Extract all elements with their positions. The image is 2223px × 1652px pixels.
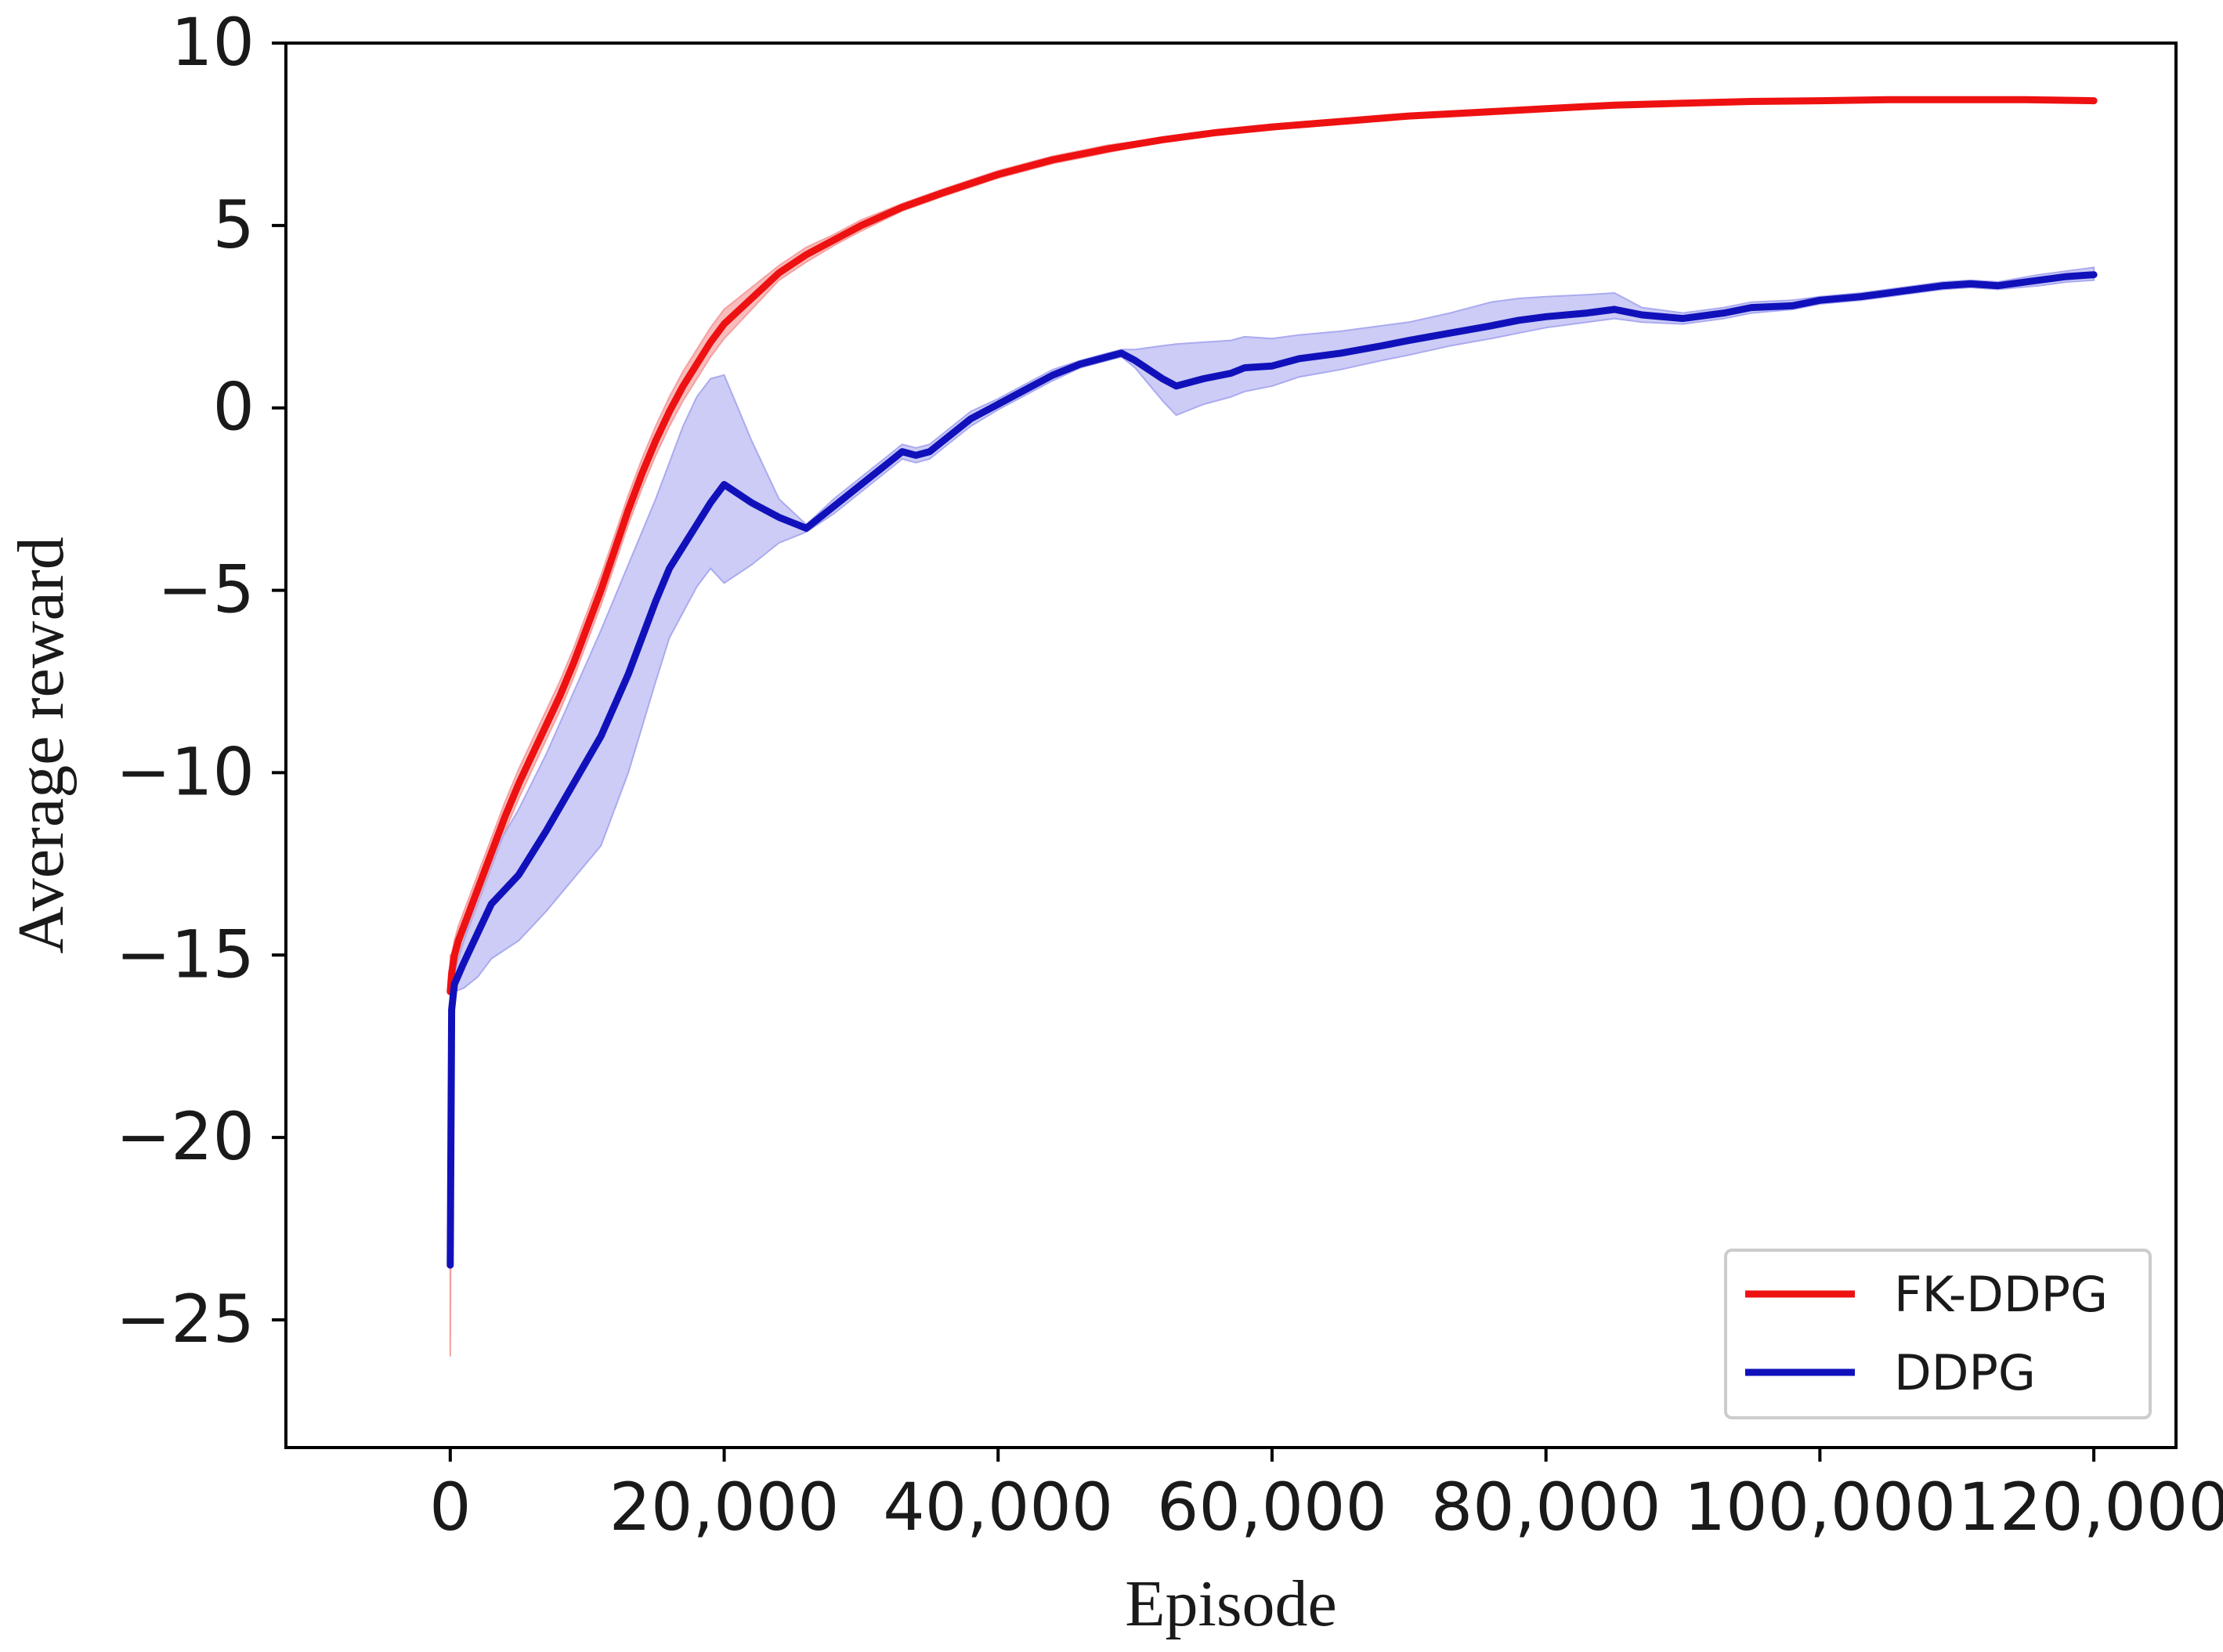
y-tick-label: −20	[116, 1098, 255, 1175]
x-tick-label: 20,000	[609, 1469, 840, 1545]
y-axis: 10 5 0 −5 −10 −15 −20 −25	[116, 4, 286, 1357]
line-ddpg	[446, 271, 2098, 1269]
x-tick-label: 100,000	[1684, 1469, 1956, 1545]
x-axis: 0 20,000 40,000 60,000 80,000 100,000 120,000	[429, 1448, 2223, 1545]
series-lines	[446, 96, 2098, 1269]
x-tick-label: 80,000	[1431, 1469, 1661, 1545]
band-fk-ddpg	[449, 96, 2095, 1357]
legend-label-fk-ddpg: FK-DDPG	[1894, 1266, 2108, 1323]
line-fk-ddpg	[446, 96, 2098, 996]
x-tick-label: 0	[429, 1469, 471, 1545]
x-axis-label: Episode	[1125, 1567, 1337, 1640]
y-tick-label: 5	[213, 186, 255, 263]
plot-area-frame	[284, 42, 2178, 1449]
legend-label-ddpg: DDPG	[1894, 1344, 2036, 1401]
confidence-bands	[449, 96, 2095, 1357]
y-tick-label: −10	[116, 733, 255, 810]
y-axis-label: Average reward	[5, 537, 78, 953]
x-tick-label: 40,000	[883, 1469, 1113, 1545]
band-ddpg	[449, 266, 2095, 1266]
x-tick-label: 120,000	[1957, 1469, 2223, 1545]
y-tick-label: −25	[116, 1281, 255, 1357]
y-tick-label: 0	[213, 369, 255, 446]
x-tick-label: 60,000	[1157, 1469, 1387, 1545]
y-tick-label: 10	[171, 4, 255, 81]
legend: FK-DDPG DDPG	[1724, 1249, 2152, 1419]
y-tick-label: −15	[116, 916, 255, 992]
y-tick-label: −5	[157, 551, 255, 628]
